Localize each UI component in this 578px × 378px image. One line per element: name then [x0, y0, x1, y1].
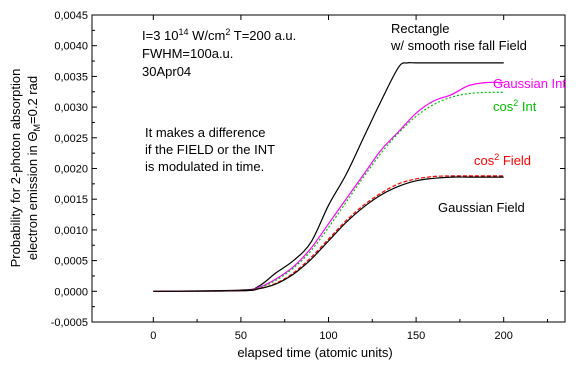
label-gaussian-int: Gaussian Int [493, 76, 566, 91]
x-tick-label: 0 [150, 330, 156, 342]
y-axis-title-line2-sub: M [32, 124, 42, 132]
parameters-block: I=3 1014 W/cm2 T=200 a.u. FWHM=100a.u. 3… [142, 27, 296, 79]
y-axis-title: Probability for 2-photon absorption elec… [8, 69, 42, 268]
series-cos2-field [153, 175, 504, 292]
label-cos2-int: cos2 Int [493, 98, 537, 114]
label-cos2-field-sup: 2 [494, 152, 499, 162]
series-rectangle-field [153, 61, 504, 292]
label-cos2-field-pre: cos [474, 153, 495, 168]
annotation-block: It makes a difference if the FIELD or th… [145, 125, 275, 174]
y-tick-label: 0,0035 [54, 71, 88, 83]
y-tick-label: 0,0010 [54, 225, 88, 237]
y-tick-label: 0,0030 [54, 102, 88, 114]
x-tick-label: 100 [319, 330, 337, 342]
label-cos2-int-post: Int [518, 99, 536, 114]
param-line1: I=3 1014 W/cm2 T=200 a.u. [142, 27, 296, 43]
annotation-line1: It makes a difference [145, 125, 265, 140]
y-tick-label: 0,0000 [54, 286, 88, 298]
label-cos2-int-pre: cos [493, 99, 514, 114]
y-tick-label: 0,0025 [54, 133, 88, 145]
label-rectangle-line2: w/ smooth rise fall Field [390, 38, 527, 53]
y-tick-label: 0,0040 [54, 41, 88, 53]
annotation-line2: if the FIELD or the INT [145, 142, 275, 157]
x-axis-title: elapsed time (atomic units) [237, 345, 392, 360]
y-tick-label: -0,0005 [51, 317, 88, 329]
y-tick-label: 0,0005 [54, 256, 88, 268]
label-cos2-field: cos2 Field [474, 152, 531, 168]
y-axis-title-line2-post: =0.2 rad [25, 76, 40, 124]
y-tick-label: 0,0015 [54, 194, 88, 206]
x-axis: 0 50 100 150 200 [150, 15, 548, 342]
label-cos2-field-post: Field [499, 153, 531, 168]
x-tick-label: 200 [495, 330, 513, 342]
x-tick-label: 50 [235, 330, 247, 342]
param-line3: 30Apr04 [142, 64, 191, 79]
y-axis-title-line2-pre: electron emission in Θ [25, 131, 40, 260]
param-line2: FWHM=100a.u. [142, 46, 233, 61]
series-labels: Rectangle w/ smooth rise fall Field Gaus… [390, 21, 566, 215]
param-line1-tail: T=200 a.u. [230, 28, 296, 43]
series-lines [153, 61, 504, 292]
x-tick-label: 150 [407, 330, 425, 342]
param-line1-post: W/cm [189, 28, 226, 43]
label-cos2-int-sup: 2 [513, 98, 518, 108]
series-cos2-int [153, 91, 504, 292]
annotation-line3: is modulated in time. [145, 159, 264, 174]
param-line1-sup: 14 [179, 27, 189, 37]
series-gaussian-int [153, 81, 504, 292]
y-axis-title-line1: Probability for 2-photon absorption [8, 69, 23, 268]
y-tick-label: 0,0045 [54, 10, 88, 22]
y-axis: -0,0005 0,0000 0,0005 0,0010 0,0015 0,0020 0,0… [51, 10, 565, 329]
param-line1-pre: I=3 10 [142, 28, 179, 43]
y-axis-title-line2: electron emission in ΘM=0.2 rad [25, 76, 42, 260]
label-gaussian-field: Gaussian Field [438, 200, 525, 215]
param-line1-sup2: 2 [225, 27, 230, 37]
label-rectangle-line1: Rectangle [391, 21, 450, 36]
y-tick-label: 0,0020 [54, 164, 88, 176]
series-gaussian-field [153, 176, 504, 292]
